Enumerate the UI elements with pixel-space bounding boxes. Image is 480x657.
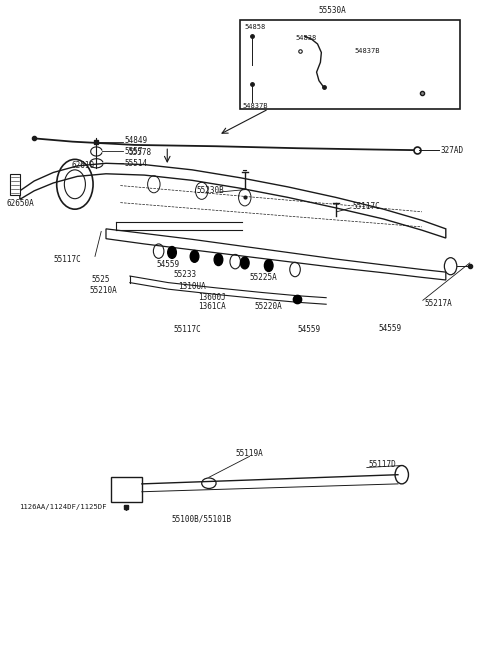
Text: 54849: 54849 [124,137,147,145]
Text: 54559: 54559 [156,260,180,269]
Text: 54837B: 54837B [355,49,380,55]
Bar [10,173,20,194]
Text: 54559: 54559 [298,325,321,334]
Text: 1310UA: 1310UA [178,282,205,291]
Text: 54837B: 54837B [242,103,268,109]
Text: 55119A: 55119A [236,449,264,457]
Text: 55530A: 55530A [319,6,347,15]
Circle shape [264,260,273,271]
Text: 5525: 5525 [92,275,110,284]
Text: 5557: 5557 [124,147,143,156]
Text: 55210A: 55210A [89,286,117,295]
Text: 55117D: 55117D [368,461,396,469]
Text: 54559: 54559 [379,324,402,333]
Text: 62610: 62610 [72,161,95,170]
Text: 55230B: 55230B [197,187,225,195]
Text: 55117C: 55117C [352,202,380,211]
Circle shape [240,257,249,269]
Text: 54858: 54858 [245,24,266,30]
Text: 55225A: 55225A [250,273,277,282]
Text: 62650A: 62650A [6,198,34,208]
Text: 327AD: 327AD [440,146,463,154]
Text: 55578: 55578 [129,148,152,157]
Text: 1361CA: 1361CA [198,302,226,311]
Text: 55514: 55514 [124,159,147,168]
Text: 55220A: 55220A [254,302,282,311]
Text: 13600J: 13600J [198,292,226,302]
Text: 55100B/55101B: 55100B/55101B [172,514,232,523]
Text: 1126AA/1124DF/1125DF: 1126AA/1124DF/1125DF [19,504,107,510]
Text: 55233: 55233 [174,270,197,279]
Circle shape [214,254,223,265]
Bar [240,20,460,109]
Circle shape [168,246,176,258]
Text: 55117C: 55117C [173,325,201,334]
Bar [111,477,142,501]
Text: 55217A: 55217A [424,299,452,308]
Text: 54838: 54838 [295,35,316,41]
Text: 55117C: 55117C [53,255,81,264]
Circle shape [190,250,199,262]
